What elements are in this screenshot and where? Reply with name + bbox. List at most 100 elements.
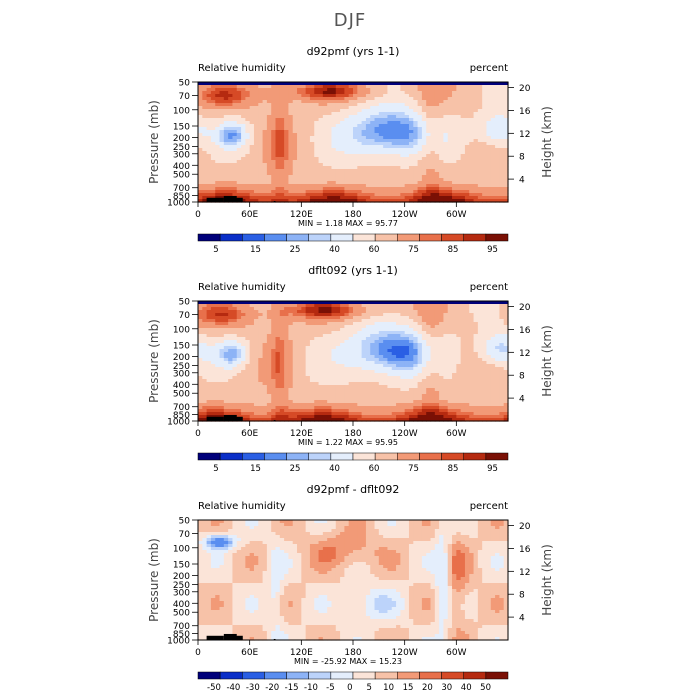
contour-cell — [387, 310, 393, 314]
contour-cell — [447, 322, 453, 326]
contour-cell — [279, 376, 285, 380]
contour-cell — [482, 103, 488, 107]
contour-cell — [331, 94, 337, 98]
contour-cell — [357, 127, 363, 131]
contour-cell — [499, 196, 505, 200]
contour-cell — [434, 127, 440, 131]
contour-cell — [202, 343, 208, 347]
contour-cell — [297, 181, 302, 185]
contour-cell — [408, 319, 414, 323]
contour-cell — [495, 193, 500, 197]
contour-cell — [486, 82, 492, 86]
contour-cell — [383, 190, 389, 194]
contour-cell — [486, 118, 492, 122]
colorbar-swatch — [264, 233, 287, 242]
y2-tick-label: 16 — [519, 107, 531, 117]
contour-cell — [271, 355, 277, 359]
contour-cell — [400, 124, 406, 128]
contour-cell — [417, 301, 423, 305]
contour-cell — [391, 352, 397, 356]
contour-cell — [417, 322, 423, 326]
contour-cell — [331, 331, 337, 335]
contour-cell — [383, 349, 389, 353]
contour-cell — [357, 313, 363, 317]
contour-cell — [206, 154, 212, 158]
contour-cell — [236, 301, 242, 305]
contour-cell — [370, 175, 376, 179]
contour-cell — [245, 187, 251, 191]
contour-cell — [499, 301, 505, 305]
contour-cell — [271, 313, 277, 317]
contour-cell — [378, 313, 384, 317]
contour-cell — [288, 352, 294, 356]
contour-cell — [503, 94, 509, 98]
contour-cell — [219, 340, 225, 344]
contour-cell — [396, 169, 401, 173]
contour-cell — [232, 82, 238, 86]
contour-cell — [314, 193, 320, 197]
contour-cell — [232, 328, 238, 332]
contour-cell — [262, 304, 268, 308]
contour-cell — [305, 322, 311, 326]
contour-cell — [219, 157, 225, 161]
contour-cell — [490, 193, 496, 197]
contour-cell — [340, 367, 345, 371]
contour-cell — [318, 340, 324, 344]
contour-cell — [258, 349, 264, 353]
contour-cell — [469, 100, 475, 104]
contour-cell — [482, 151, 488, 155]
contour-cell — [404, 106, 410, 110]
contour-cell — [297, 124, 302, 128]
contour-cell — [249, 325, 255, 329]
contour-cell — [275, 313, 281, 317]
contour-cell — [495, 184, 500, 188]
contour-cell — [400, 382, 406, 386]
y-tick-label: 500 — [173, 171, 190, 181]
contour-cell — [335, 136, 341, 140]
contour-cell — [490, 106, 496, 110]
contour-cell — [215, 328, 221, 332]
contour-cell — [495, 127, 500, 131]
contour-cell — [284, 196, 290, 200]
contour-cell — [430, 349, 436, 353]
contour-cell — [266, 322, 272, 326]
contour-cell — [245, 313, 251, 317]
contour-cell — [232, 178, 238, 182]
contour-cell — [340, 190, 345, 194]
contour-cell — [262, 151, 268, 155]
contour-cell — [357, 85, 363, 89]
contour-cell — [495, 346, 500, 350]
contour-cell — [460, 319, 466, 323]
contour-cell — [400, 379, 406, 383]
contour-cell — [344, 109, 350, 113]
contour-cell — [426, 340, 432, 344]
contour-cell — [503, 313, 509, 317]
contour-cell — [443, 346, 449, 350]
contour-cell — [434, 355, 440, 359]
contour-cell — [297, 196, 302, 200]
contour-cell — [486, 148, 492, 152]
contour-cell — [301, 142, 307, 146]
contour-cell — [279, 151, 285, 155]
contour-cell — [236, 193, 242, 197]
contour-cell — [301, 151, 307, 155]
contour-cell — [322, 355, 328, 359]
contour-cell — [426, 361, 432, 365]
contour-cell — [318, 127, 324, 131]
contour-cell — [434, 361, 440, 365]
contour-cell — [279, 364, 285, 368]
contour-cell — [469, 334, 475, 338]
contour-cell — [284, 340, 290, 344]
contour-cell — [271, 139, 277, 143]
contour-cell — [232, 118, 238, 122]
contour-cell — [305, 355, 311, 359]
contour-cell — [219, 100, 225, 104]
contour-cell — [288, 133, 294, 137]
contour-cell — [241, 163, 246, 167]
contour-cell — [279, 91, 285, 95]
contour-cell — [357, 319, 363, 323]
contour-cell — [417, 139, 423, 143]
contour-cell — [426, 328, 432, 332]
contour-cell — [486, 367, 492, 371]
contour-cell — [219, 127, 225, 131]
